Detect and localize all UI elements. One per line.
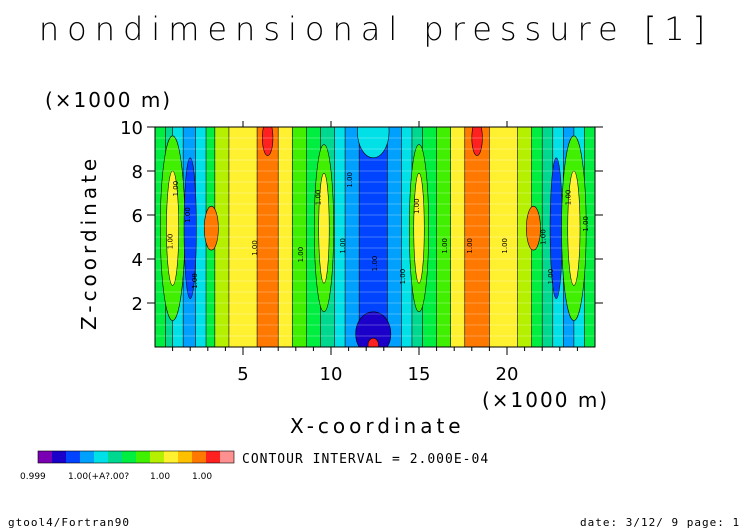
z-axis-title: Z-coordinate	[77, 154, 101, 330]
contour-label-4: 1.00	[251, 240, 259, 256]
contour-label-2: 1.00	[184, 207, 192, 223]
contour-label-11: 1.00	[413, 198, 421, 214]
footer-date-page: date: 3/12/ 9 page: 1	[580, 516, 741, 529]
z-unit-label: (×1000 m)	[45, 88, 173, 112]
contour-cell-6	[318, 172, 330, 284]
x-tick-label: 5	[237, 364, 248, 385]
contour-cell-9	[357, 127, 390, 159]
colorbar-swatch-5	[108, 451, 122, 463]
colorbar-label-1: 1.00(+A?.00?	[68, 472, 129, 482]
colorbar-swatch-6	[122, 451, 136, 463]
contour-label-18: 1.00	[582, 216, 590, 232]
contour-cell-8	[367, 337, 379, 347]
contour-label-15: 1.00	[540, 229, 548, 245]
contour-labels: 1.00 1.00 1.00 1.00 1.00 1.00 1.00 1.00 1.00 1.00…	[167, 172, 590, 289]
chart-title: nondimensional pressure [1]	[38, 10, 714, 48]
contour-label-8: 1.00	[346, 172, 354, 188]
z-tick-label: 6	[132, 206, 143, 227]
colorbar-swatch-11	[192, 451, 206, 463]
x-axis-title: X-coordinate	[290, 414, 465, 438]
contour-cell-3	[203, 205, 219, 251]
colorbar-swatch-2	[66, 451, 80, 463]
contour-label-16: 1.00	[547, 269, 555, 285]
colorbar-swatch-12	[206, 451, 220, 463]
colorbar-frame	[37, 450, 235, 464]
contour-label-14: 1.00	[501, 238, 509, 254]
contour-cell-7	[355, 311, 392, 347]
contour-label-9: 1.00	[371, 256, 379, 272]
plot-frame	[154, 126, 596, 348]
contour-label-0: 1.00	[172, 181, 180, 197]
plot-fills	[155, 127, 595, 347]
contour-label-6: 1.00	[314, 190, 322, 206]
z-tick-label: 8	[132, 162, 143, 183]
z-tick-label: 4	[132, 250, 143, 271]
colorbar-swatch-3	[80, 451, 94, 463]
x-tick-label: 10	[320, 364, 343, 385]
colorbar-swatch-13	[220, 451, 234, 463]
x-unit-label: (×1000 m)	[482, 388, 610, 412]
colorbar-swatch-1	[52, 451, 66, 463]
colorbar-swatch-9	[164, 451, 178, 463]
contour-label-1: 1.00	[167, 234, 175, 250]
contour-label-3: 1.00	[191, 273, 199, 289]
colorbar-swatch-8	[150, 451, 164, 463]
z-tick-label: 10	[120, 118, 143, 139]
contour-label-10: 1.00	[399, 269, 407, 285]
plot-gridlines	[155, 137, 595, 337]
contour-interval-text: CONTOUR INTERVAL = 2.000E-04	[242, 452, 490, 467]
x-tick-label: 15	[408, 364, 431, 385]
footer-program: gtool4/Fortran90	[8, 516, 130, 529]
colorbar-swatch-7	[136, 451, 150, 463]
contour-label-12: 1.00	[441, 238, 449, 254]
contour-label-17: 1.00	[564, 190, 572, 206]
plot-axes: 5 10 15 20 2 4 6 8 10	[120, 118, 603, 385]
contour-cell-11	[413, 172, 425, 284]
colorbar-label-3: 1.00	[192, 472, 212, 482]
contour-cell-13	[526, 205, 541, 251]
colorbar: 0.999 1.00(+A?.00? 1.00 1.00	[20, 450, 235, 482]
colorbar-label-0: 0.999	[20, 472, 46, 482]
contour-label-5: 1.00	[297, 247, 305, 263]
z-tick-label: 2	[132, 294, 143, 315]
x-tick-label: 20	[496, 364, 519, 385]
contour-label-7: 1.00	[339, 238, 347, 254]
colorbar-swatch-4	[94, 451, 108, 463]
colorbar-swatch-10	[178, 451, 192, 463]
colorbar-label-2: 1.00	[150, 472, 170, 482]
colorbar-swatch-0	[38, 451, 52, 463]
contour-label-13: 1.00	[466, 238, 474, 254]
contour-cell-16	[567, 170, 581, 286]
